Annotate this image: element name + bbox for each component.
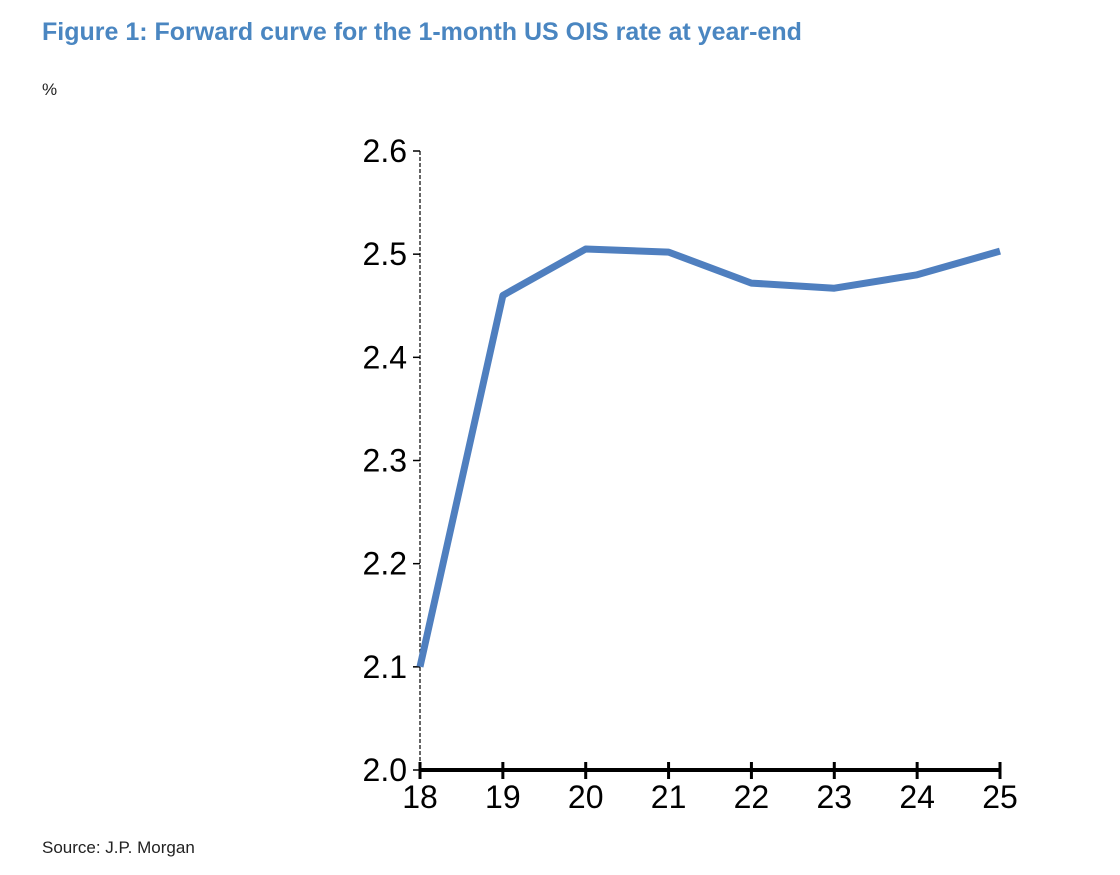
y-tick-label: 2.0 [363,752,407,788]
source-note: Source: J.P. Morgan [42,838,195,857]
y-tick-label: 2.5 [363,236,407,272]
y-tick-label: 2.6 [363,133,407,169]
y-axis: 2.0 2.1 2.2 2.3 2.4 2.5 2.6 [363,133,421,788]
y-tick-label: 2.2 [363,546,407,582]
figure-title: Figure 1: Forward curve for the 1-month … [42,18,802,46]
x-tick-label: 23 [816,779,852,815]
unit-label: % [42,80,58,99]
x-axis: 18 19 20 21 22 23 24 25 [402,762,1018,815]
x-tick-label: 18 [402,779,438,815]
x-tick-label: 24 [899,779,935,815]
y-tick-label: 2.4 [363,339,407,375]
x-tick-label: 25 [982,779,1018,815]
series-group [416,245,1001,668]
x-tick-label: 19 [485,779,521,815]
y-tick-label: 2.1 [363,649,407,685]
x-tick-label: 21 [651,779,687,815]
series-line [416,245,1001,668]
x-tick-label: 22 [734,779,770,815]
y-tick-label: 2.3 [363,443,407,479]
x-tick-label: 20 [568,779,604,815]
